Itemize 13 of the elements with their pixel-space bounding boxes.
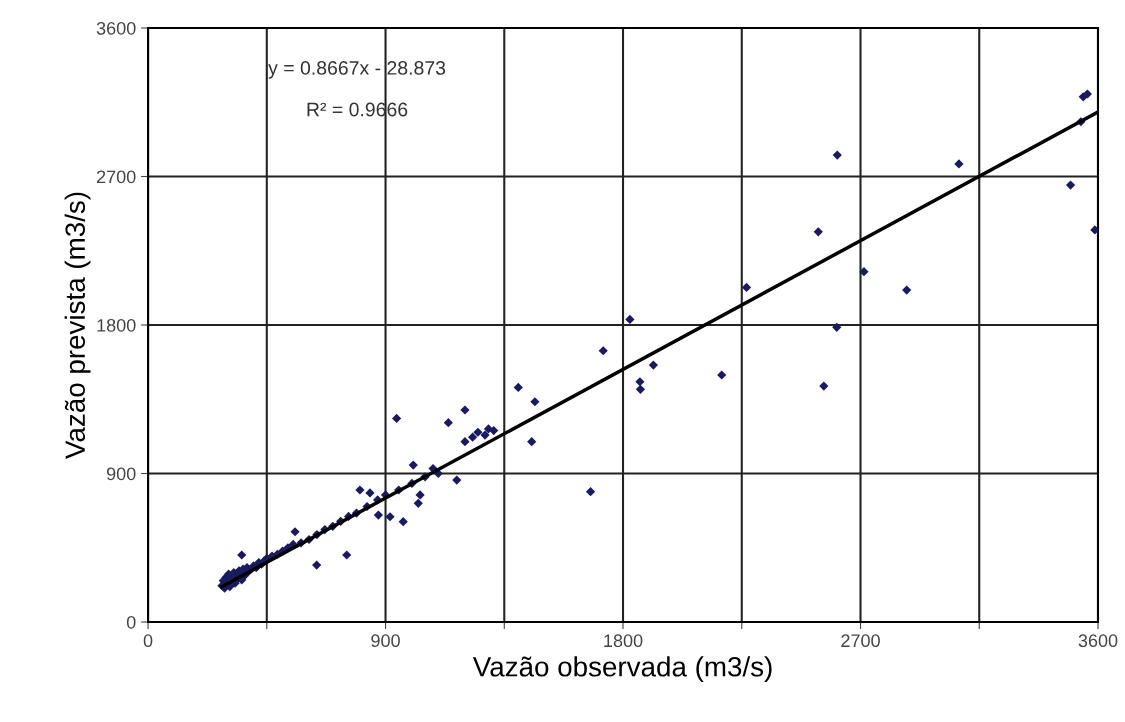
x-tick-label: 900 <box>371 634 400 648</box>
y-tick-label: 2700 <box>96 170 136 184</box>
x-tick-label: 1800 <box>604 634 643 648</box>
x-tick-label: 3600 <box>1078 634 1118 648</box>
x-axis-title: Vazão observada (m3/s) <box>472 656 772 683</box>
x-tick-label: 0 <box>143 634 153 648</box>
y-tick-label: 0 <box>126 615 136 629</box>
y-tick-label: 900 <box>106 467 136 481</box>
y-tick-label: 1800 <box>97 318 136 332</box>
annotation: y = 0.8667x - 28.873 <box>268 61 446 79</box>
y-tick-label: 3600 <box>96 21 136 35</box>
y-axis-title: Vazão prevista (m3/s) <box>64 192 91 459</box>
x-tick-label: 2700 <box>841 634 880 648</box>
